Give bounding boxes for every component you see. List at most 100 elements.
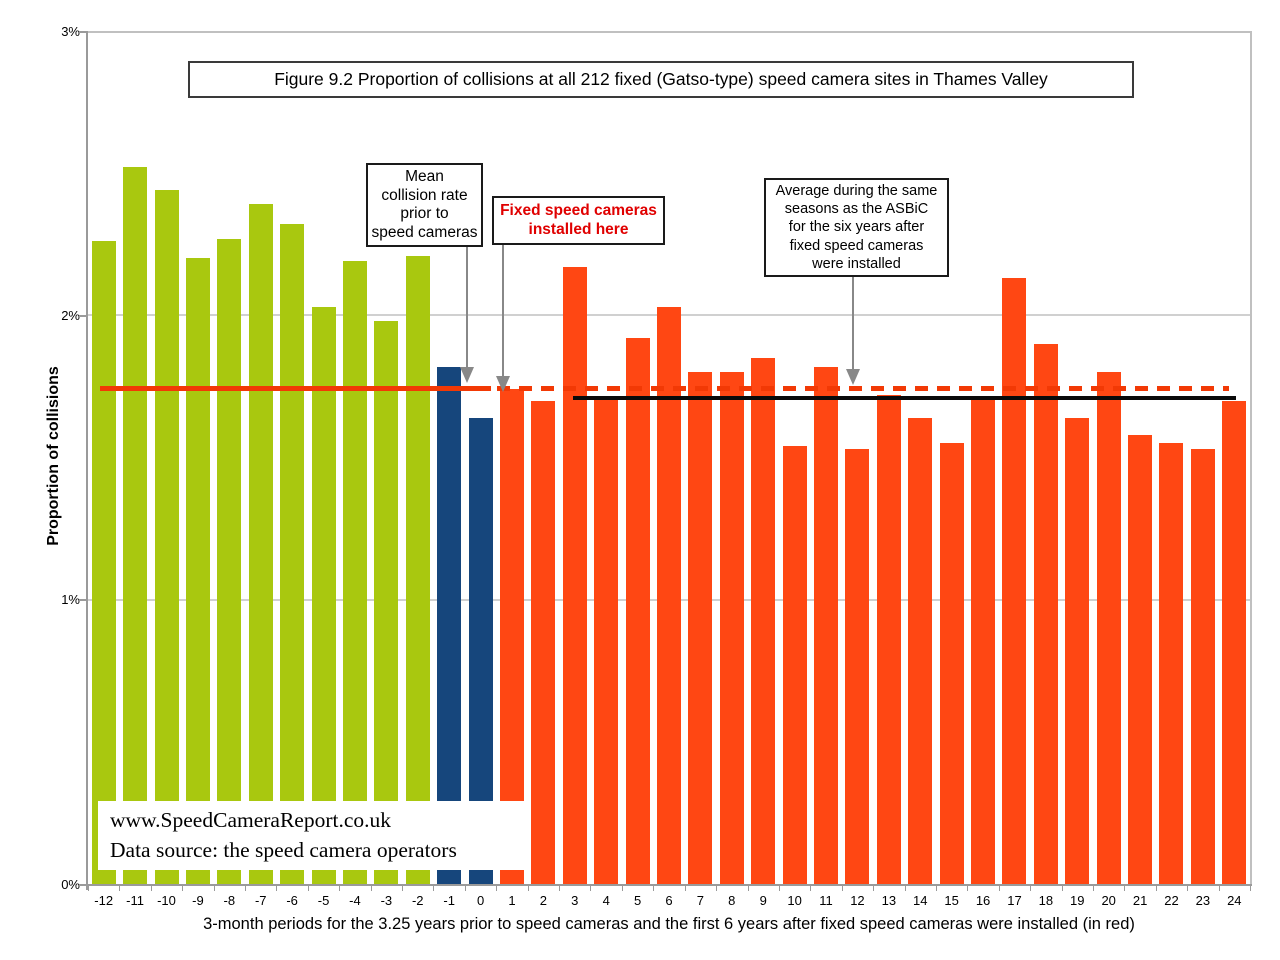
x-tick-label-12: 12 — [850, 893, 865, 908]
x-tick-label-22: 22 — [1164, 893, 1179, 908]
x-tick-label--3: -3 — [380, 893, 393, 908]
x-tick — [464, 884, 466, 891]
bar-period-23 — [1190, 448, 1215, 884]
bar-period-9 — [751, 357, 776, 884]
bar-period-10 — [782, 446, 807, 884]
bar-period--6 — [280, 224, 305, 884]
bar-period-18 — [1033, 343, 1058, 884]
x-tick — [150, 884, 152, 891]
x-tick — [370, 884, 372, 891]
x-tick — [590, 884, 592, 891]
bar-period-20 — [1096, 372, 1121, 884]
watermark-source: Data source: the speed camera operators — [110, 838, 457, 862]
x-tick — [1218, 884, 1220, 891]
annotation-line: for the six years after — [788, 219, 925, 236]
x-tick — [967, 884, 969, 891]
x-tick-label--7: -7 — [254, 893, 267, 908]
bar-period-2 — [531, 400, 556, 884]
x-tick — [873, 884, 875, 891]
annotation-cameras-installed: Fixed speed cameras installed here — [492, 196, 665, 245]
bar-period-3 — [562, 266, 587, 884]
bar-period-11 — [814, 366, 839, 884]
x-tick — [1061, 884, 1063, 891]
x-tick-label--12: -12 — [94, 893, 114, 908]
x-tick — [684, 884, 686, 891]
x-tick — [339, 884, 341, 891]
y-tick-label-1pct: 1% — [61, 592, 80, 607]
x-tick-label--1: -1 — [443, 893, 455, 908]
x-tick — [433, 884, 435, 891]
x-tick-label-24: 24 — [1227, 893, 1242, 908]
x-tick — [307, 884, 309, 891]
x-tick-label-10: 10 — [787, 893, 802, 908]
annotation-line: seasons as the ASBiC — [784, 201, 929, 218]
x-tick-label-23: 23 — [1195, 893, 1211, 908]
x-axis-title: 3-month periods for the 3.25 years prior… — [203, 915, 1135, 933]
x-tick-label--8: -8 — [223, 893, 236, 908]
x-tick — [935, 884, 937, 891]
y-tick-label-3pct: 3% — [61, 24, 80, 39]
x-tick-label--11: -11 — [126, 893, 144, 908]
x-tick-label-5: 5 — [633, 893, 642, 908]
post-average-line — [572, 395, 1237, 400]
y-axis-title: Proportion of collisions — [45, 366, 62, 546]
annotation-line: Fixed speed cameras — [500, 202, 657, 219]
plot-border-right — [1250, 31, 1252, 886]
bar-period-5 — [625, 338, 650, 884]
x-tick — [496, 884, 498, 891]
bar-period--7 — [248, 204, 273, 884]
x-tick-label-19: 19 — [1070, 893, 1085, 908]
bar-period--2 — [405, 255, 430, 884]
x-tick — [213, 884, 215, 891]
x-tick — [810, 884, 812, 891]
x-tick — [653, 884, 655, 891]
bar-period-4 — [594, 397, 619, 884]
bar-period-6 — [657, 306, 681, 884]
bar-period-21 — [1128, 434, 1153, 884]
annotation-mean-prior: Mean collision rate prior to speed camer… — [366, 163, 483, 247]
x-tick-label-13: 13 — [881, 893, 897, 908]
x-tick — [559, 884, 561, 891]
y-tick-label-2pct: 2% — [61, 308, 80, 323]
y-tick — [79, 31, 87, 33]
bar-period--4 — [342, 261, 367, 884]
x-tick-label-1: 1 — [508, 893, 516, 908]
x-tick-label-17: 17 — [1007, 893, 1022, 908]
y-tick — [79, 599, 87, 601]
x-tick-label--9: -9 — [192, 893, 204, 908]
x-tick-label--4: -4 — [349, 893, 361, 908]
x-tick-label-2: 2 — [539, 893, 547, 908]
x-tick-label--2: -2 — [411, 893, 424, 908]
bar-period-24 — [1222, 400, 1247, 884]
x-tick — [1187, 884, 1189, 891]
annotation-line: installed here — [528, 220, 629, 238]
x-tick-label--10: -10 — [157, 893, 176, 908]
annotation-line: fixed speed cameras — [789, 237, 924, 254]
x-tick — [119, 884, 121, 891]
x-tick — [527, 884, 529, 891]
x-tick — [998, 884, 1000, 891]
x-tick — [841, 884, 843, 891]
bar-period--1 — [437, 366, 462, 884]
installed-annotation-arrowhead-icon — [496, 376, 510, 392]
x-tick — [904, 884, 906, 891]
x-tick — [182, 884, 184, 891]
x-tick-label-15: 15 — [944, 893, 959, 908]
x-tick-label-18: 18 — [1038, 893, 1054, 908]
bar-period--8 — [217, 238, 242, 884]
x-tick — [1155, 884, 1157, 891]
annotation-post-average: Average during the same seasons as the A… — [764, 178, 949, 278]
bar-period-12 — [845, 448, 870, 884]
bar-period-7 — [688, 372, 713, 884]
annotation-line: were installed — [812, 255, 901, 272]
annotation-line: speed cameras — [371, 223, 478, 241]
bar-period-22 — [1159, 443, 1184, 884]
x-tick — [245, 884, 247, 891]
installed-annotation-arrow — [502, 241, 504, 377]
x-tick — [1124, 884, 1126, 891]
y-axis-line — [86, 31, 88, 890]
chart-title: Figure 9.2 Proportion of collisions at a… — [188, 61, 1134, 98]
x-tick-label-7: 7 — [696, 893, 704, 908]
x-tick-label-21: 21 — [1132, 893, 1148, 908]
